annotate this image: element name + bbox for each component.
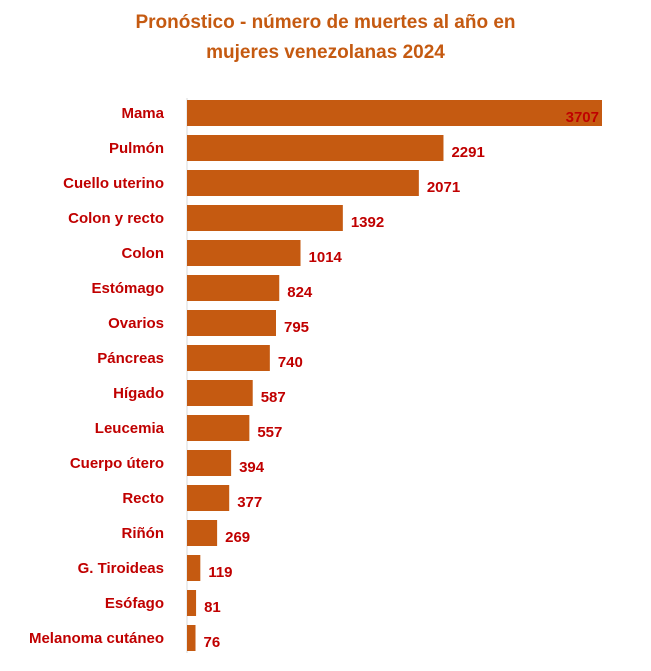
bar [187, 415, 250, 441]
category-label: Pulmón [109, 140, 164, 157]
bar [187, 555, 201, 581]
chart-title-line-1: Pronóstico - número de muertes al año en [135, 12, 516, 33]
value-label: 377 [237, 494, 262, 511]
value-label: 587 [261, 389, 286, 406]
value-label: 824 [287, 284, 313, 301]
bar [187, 275, 280, 301]
bar [187, 450, 232, 476]
value-label: 2291 [451, 144, 484, 161]
category-label: Mama [121, 105, 164, 122]
category-label: Leucemia [95, 420, 165, 437]
bar [187, 135, 444, 161]
bar [187, 625, 196, 651]
category-label: Hígado [113, 385, 164, 402]
bar [187, 310, 277, 336]
bar [187, 170, 419, 196]
category-label: Ovarios [108, 315, 164, 332]
bar [187, 380, 253, 406]
value-label: 119 [208, 564, 232, 581]
category-label: Cuerpo útero [70, 455, 164, 472]
category-label: Colon y recto [68, 210, 164, 227]
bar [187, 520, 218, 546]
bar [187, 590, 197, 616]
bar [187, 485, 230, 511]
category-label: Recto [122, 490, 164, 507]
category-label: Colon [122, 245, 165, 262]
value-label: 795 [284, 319, 309, 336]
value-label: 2071 [427, 179, 460, 196]
category-label: Riñón [122, 525, 165, 542]
value-label: 394 [239, 459, 265, 476]
chart-title-line-2: mujeres venezolanas 2024 [206, 42, 445, 63]
category-label: Cuello uterino [63, 175, 164, 192]
category-label: Páncreas [97, 350, 164, 367]
value-label: 81 [204, 599, 221, 616]
value-label: 3707 [566, 109, 599, 126]
value-label: 557 [257, 424, 282, 441]
bar [187, 100, 602, 126]
category-label: Esófago [105, 595, 164, 612]
category-label: Estómago [91, 280, 164, 297]
value-label: 740 [278, 354, 303, 371]
value-label: 1392 [351, 214, 384, 231]
category-label: Melanoma cutáneo [29, 630, 164, 647]
bar [187, 240, 301, 266]
value-label: 1014 [309, 249, 343, 266]
bar [187, 345, 270, 371]
chart-title: Pronóstico - número de muertes al año en… [0, 8, 651, 68]
category-label: G. Tiroideas [78, 560, 164, 577]
value-label: 269 [225, 529, 250, 546]
bar [187, 205, 343, 231]
plot-area: Mama 3707 Pulmón 2291 Cuello uterino 2071 Colo… [29, 98, 602, 653]
value-label: 76 [204, 634, 221, 651]
